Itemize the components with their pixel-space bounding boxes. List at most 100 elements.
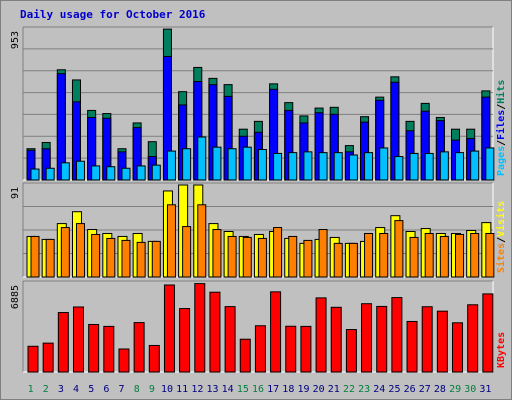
pages-bar	[273, 152, 283, 181]
kbytes-bar	[179, 308, 191, 373]
panel-top-ymax-label: 953	[10, 31, 21, 49]
kbytes-bar	[361, 303, 373, 373]
kbytes-bar	[57, 312, 69, 373]
x-tick-label: 20	[313, 384, 325, 395]
legend-item-sites: Sites	[495, 243, 507, 273]
pages-bar	[136, 165, 146, 181]
kbytes-bar	[345, 329, 357, 373]
kbytes-bar	[467, 304, 479, 373]
sites-bar	[303, 239, 313, 278]
kbytes-bar	[224, 306, 236, 373]
x-tick-label: 18	[282, 384, 294, 395]
sites-bar	[75, 223, 85, 278]
x-tick-label: 15	[237, 384, 249, 395]
sites-bar	[121, 239, 131, 278]
pages-bar	[379, 147, 389, 181]
sites-bar	[106, 237, 116, 278]
x-tick-label: 3	[58, 384, 64, 395]
legend-separator: /	[496, 140, 507, 146]
sites-bar	[242, 236, 252, 278]
sites-bar	[166, 204, 176, 278]
legend-item-pages: Pages	[496, 146, 507, 176]
sites-bar	[227, 235, 237, 278]
pages-bar	[121, 167, 131, 181]
sites-bar	[182, 226, 192, 278]
pages-bar	[318, 152, 328, 181]
x-tick-label: 28	[434, 384, 446, 395]
chart-title: Daily usage for October 2016	[20, 8, 206, 21]
x-tick-label: 27	[419, 384, 431, 395]
kbytes-bar	[27, 345, 39, 373]
pages-bar	[394, 156, 404, 181]
pages-bar	[166, 150, 176, 181]
x-tick-label: 11	[176, 384, 188, 395]
pages-bar	[409, 152, 419, 181]
sites-bar	[379, 232, 389, 278]
x-tick-label: 5	[88, 384, 94, 395]
pages-bar	[30, 168, 40, 181]
sites-bar	[409, 236, 419, 278]
x-tick-label: 31	[479, 384, 491, 395]
sites-bar	[455, 233, 465, 278]
legend-item-visits: Visits	[495, 201, 507, 237]
pages-bar	[439, 151, 449, 181]
x-tick-label: 16	[252, 384, 264, 395]
kbytes-bar	[133, 322, 145, 373]
sites-bar	[257, 237, 267, 278]
kbytes-bar	[194, 283, 206, 373]
legend-item-hits: Hits	[495, 80, 507, 104]
x-tick-label: 26	[404, 384, 416, 395]
kbytes-bar	[163, 284, 175, 373]
sites-bar	[60, 227, 70, 278]
x-tick-label: 9	[149, 384, 155, 395]
pages-bar	[106, 166, 116, 181]
kbytes-bar	[42, 342, 54, 373]
sites-bar	[288, 235, 298, 278]
sites-bar	[318, 229, 328, 278]
kbytes-bar	[300, 325, 312, 373]
kbytes-bar	[239, 338, 251, 373]
x-tick-label: 10	[161, 384, 173, 395]
pages-bar	[242, 146, 252, 181]
x-tick-label: 12	[191, 384, 203, 395]
pages-bar	[91, 165, 101, 181]
pages-bar	[364, 152, 374, 181]
pages-bar	[257, 149, 267, 181]
panel-bottom-legend: KBytes	[496, 332, 507, 368]
x-tick-label: 4	[73, 384, 79, 395]
x-tick-label: 8	[134, 384, 140, 395]
legend-item-files: Files	[495, 110, 507, 140]
kbytes-bar	[103, 325, 115, 373]
x-tick-label: 29	[449, 384, 461, 395]
pages-bar	[60, 162, 70, 181]
kbytes-bar	[315, 297, 327, 373]
pages-bar	[197, 136, 207, 181]
pages-bar	[182, 148, 192, 181]
pages-bar	[485, 147, 495, 181]
kbytes-bar	[421, 306, 433, 373]
kbytes-bar	[406, 320, 418, 373]
kbytes-bar	[254, 325, 266, 373]
pages-bar	[227, 148, 237, 181]
sites-bar	[197, 204, 207, 278]
sites-bar	[394, 220, 404, 278]
kbytes-bar	[118, 348, 130, 373]
sites-bar	[273, 227, 283, 278]
pages-bar	[45, 167, 55, 181]
pages-bar	[212, 146, 222, 181]
sites-bar	[470, 232, 480, 278]
kbytes-bar	[482, 293, 494, 373]
pages-bar	[75, 160, 85, 181]
pages-bar	[455, 152, 465, 181]
x-tick-label: 19	[297, 384, 309, 395]
pages-bar	[288, 152, 298, 181]
kbytes-bar	[209, 291, 221, 373]
legend-item-kbytes: KBytes	[496, 332, 507, 368]
x-tick-label: 30	[464, 384, 476, 395]
x-tick-label: 14	[222, 384, 234, 395]
x-tick-label: 2	[43, 384, 49, 395]
sites-bar	[212, 229, 222, 278]
panel-middle-ymax-label: 91	[10, 187, 21, 199]
x-tick-label: 21	[328, 384, 340, 395]
